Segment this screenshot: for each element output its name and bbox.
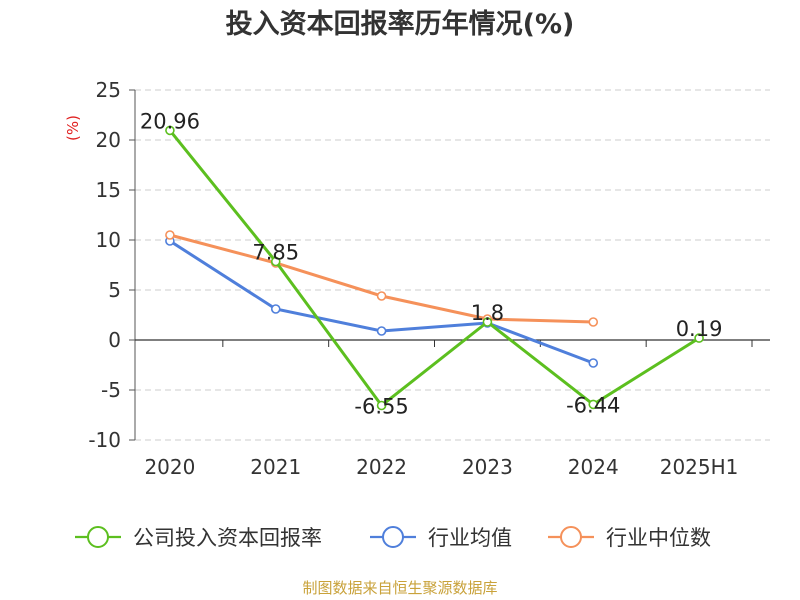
legend-label: 行业均值: [428, 526, 512, 550]
y-tick-label: -5: [101, 378, 121, 402]
data-label: 1.8: [471, 301, 504, 325]
y-axis-label: (%): [64, 115, 82, 141]
y-tick-label: 5: [108, 278, 121, 302]
legend: 公司投入资本回报率 行业均值 行业中位数: [75, 526, 711, 550]
x-tick-label: 2024: [568, 455, 619, 479]
series-layer: [165, 125, 704, 411]
data-label: 0.19: [676, 317, 723, 341]
legend-label: 行业中位数: [606, 526, 711, 550]
series-line: [168, 129, 700, 408]
data-point: [270, 304, 281, 314]
y-tick-label: 25: [96, 78, 121, 102]
data-point: [376, 400, 387, 411]
data-point: [270, 256, 281, 267]
data-point: [376, 326, 387, 336]
data-label: 20.96: [140, 109, 200, 133]
data-label: -6.55: [354, 395, 408, 419]
y-tick-label: 20: [96, 128, 121, 152]
data-point: [376, 291, 387, 301]
data-point: [588, 399, 599, 410]
axis-layer: 25 20 15 10 5 0 -5 -10 2020 2021 2022 2023 2024 2025H…: [64, 78, 770, 479]
x-tick-label: 2025H1: [660, 455, 739, 479]
legend-marker: [87, 526, 109, 548]
chart-title: 投入资本回报率历年情况(%): [225, 9, 575, 40]
y-tick-label: 15: [96, 178, 121, 202]
data-source-note: 制图数据来自恒生聚源数据库: [302, 579, 498, 597]
x-tick-label: 2022: [356, 455, 407, 479]
legend-label: 公司投入资本回报率: [133, 526, 322, 550]
data-point: [482, 317, 493, 327]
legend-marker: [560, 526, 582, 548]
x-tick-label: 2023: [462, 455, 513, 479]
data-point: [588, 358, 599, 368]
x-tick-label: 2021: [250, 455, 301, 479]
label-layer: 20.96 7.85 -6.55 1.8 -6.44 0.19: [140, 109, 723, 418]
y-tick-label: 10: [96, 228, 121, 252]
x-tick-label: 2020: [144, 455, 195, 479]
y-tick-label: 0: [108, 328, 121, 352]
y-tick-label: -10: [88, 428, 121, 452]
data-point: [694, 333, 704, 343]
data-label: 7.85: [252, 241, 299, 265]
grid-layer: [135, 89, 770, 441]
legend-marker: [382, 526, 404, 548]
data-label: -6.44: [566, 393, 620, 417]
data-point: [165, 125, 175, 136]
data-point: [165, 230, 175, 240]
data-point: [588, 317, 599, 327]
series-line: [169, 239, 594, 365]
series-line: [169, 233, 594, 324]
